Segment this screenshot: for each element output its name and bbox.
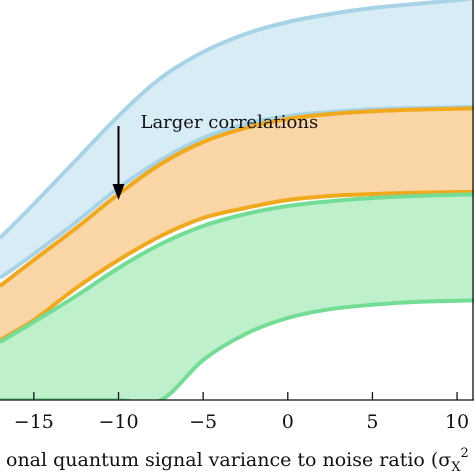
x-tick-label: −5 — [189, 411, 217, 433]
x-axis-title: onal quantum signal variance to noise ra… — [6, 446, 469, 474]
x-axis-title-main: onal quantum signal variance to noise ra… — [6, 449, 451, 471]
x-axis-title-sub: X — [451, 460, 461, 474]
x-tick-label: 5 — [366, 411, 378, 433]
axis-layer: −15 −10 −5 0 5 10 — [0, 0, 474, 433]
annotation-layer: Larger correlations — [112, 112, 319, 200]
band-3-area — [0, 194, 474, 400]
annotation-label: Larger correlations — [141, 112, 319, 133]
band-2-upper-line — [0, 106, 474, 288]
band-1-upper-line — [0, 0, 474, 240]
x-tick-label: 10 — [445, 411, 469, 433]
x-tick-label: −15 — [14, 411, 54, 433]
band-1-area — [0, 0, 474, 278]
x-tick-label: 0 — [282, 411, 294, 433]
bands-layer — [0, 0, 474, 400]
band-3-upper-line — [0, 192, 474, 344]
band-2-lower-line — [0, 189, 474, 342]
x-axis-title-sup: 2 — [461, 446, 469, 461]
band-2-area — [0, 108, 474, 341]
annotation-arrow-head — [112, 184, 125, 200]
band-3-lower-line — [0, 298, 474, 400]
x-tick-label: −10 — [98, 411, 138, 433]
